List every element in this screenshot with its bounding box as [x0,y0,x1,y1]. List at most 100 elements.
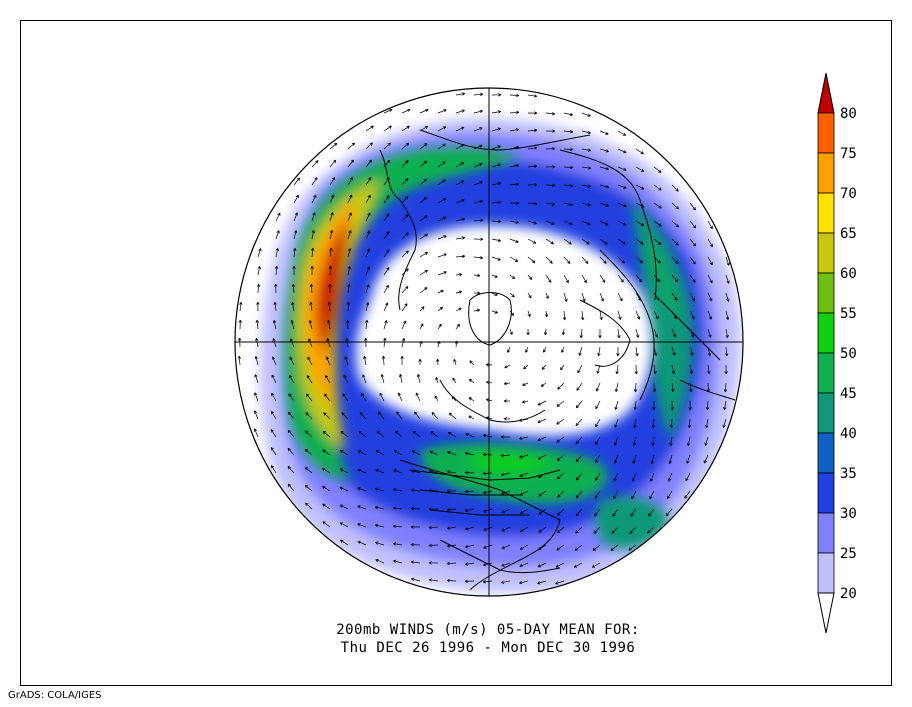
colorbar-label-65: 65 [840,226,857,242]
wind-vector [556,454,565,461]
wind-vector [357,523,367,528]
wind-vector [597,346,601,357]
wind-vector [629,526,637,534]
wind-vector [328,265,333,276]
wind-vector [383,125,392,132]
wind-vector [527,292,532,299]
wind-vector [509,163,520,168]
wind-vector [304,466,313,474]
wind-vector [401,232,409,240]
wind-speed-shading [235,88,743,596]
wind-vector [483,526,493,531]
wind-vector [617,184,627,189]
wind-vector [527,202,538,206]
wind-vector [594,508,601,517]
colorbar-box-35-40 [817,432,835,474]
wind-vector [575,508,583,517]
wind-vector [287,465,295,474]
wind-vector [614,418,619,428]
wind-vector [329,194,335,204]
wind-vector [455,254,466,258]
colorbar-box-45-50 [817,352,835,394]
wind-vector [617,256,625,264]
wind-vector [293,194,299,204]
wind-vector [473,92,484,97]
wind-vector [563,165,574,170]
wind-vector [594,472,601,481]
wind-vector [617,328,621,339]
wind-vector [254,392,259,402]
wind-vector [491,256,501,261]
title-line-2: Thu DEC 26 1996 - Mon DEC 30 1996 [340,640,636,656]
wind-vector [724,364,728,375]
wind-vector [537,580,547,585]
wind-vector [557,508,565,516]
wind-vector [722,418,727,428]
wind-vector [288,411,295,420]
wind-vector [666,490,673,499]
wind-vector [473,144,483,150]
wind-vector [519,580,529,585]
wind-vector [380,374,385,384]
wind-vector [653,310,659,320]
wind-vector [328,283,332,293]
wind-vector [599,148,609,153]
wind-vector [669,436,673,447]
wind-vector [579,328,583,339]
wind-vector [575,400,583,409]
wind-vector [322,521,331,528]
wind-vector [401,160,409,168]
wind-vector [322,503,331,510]
colorbar-label-60: 60 [840,266,857,282]
wind-vector [428,525,439,530]
colorbar-box-25-30 [817,512,835,554]
wind-vector [419,269,428,276]
wind-vector [429,450,439,456]
wind-vector [652,400,656,411]
wind-vector [272,319,277,330]
wind-vector [687,418,692,429]
wind-vector [689,274,696,283]
wind-vector [669,418,674,429]
wind-vector [684,490,691,499]
wind-vector [537,400,547,406]
wind-vector [491,200,502,205]
wind-vector [725,256,730,266]
wind-vector [689,202,696,211]
wind-vector [308,338,313,348]
wind-vector [437,198,446,204]
wind-vector [501,526,511,532]
wind-vector [396,411,403,420]
coastlines [379,129,736,591]
wind-vector [665,508,673,517]
wind-vector [383,267,390,276]
wind-vector [392,506,403,510]
wind-vector [509,292,515,298]
wind-vector [563,292,568,302]
wind-vector [581,310,585,321]
wind-vector [557,382,565,390]
wind-vector [375,469,385,474]
wind-vector [473,109,483,114]
wind-vector [563,184,574,188]
wind-vector [725,346,729,357]
wind-vector [362,374,367,384]
wind-vector [501,562,511,567]
wind-vector [527,128,538,133]
wind-vector [392,542,403,546]
wind-vector [468,378,475,384]
wind-vector [527,183,538,187]
wind-vector [500,435,511,439]
wind-vector [509,182,520,186]
wind-vector [599,166,609,171]
wind-vector [491,145,501,150]
wind-vector [635,274,643,283]
wind-vector [653,274,661,283]
wind-vector [723,400,727,411]
wind-vector [632,436,637,446]
wind-vector [671,292,678,301]
wind-vector [341,412,349,420]
wind-vector [357,450,367,456]
wind-vector [448,412,457,420]
wind-vector [614,436,619,446]
